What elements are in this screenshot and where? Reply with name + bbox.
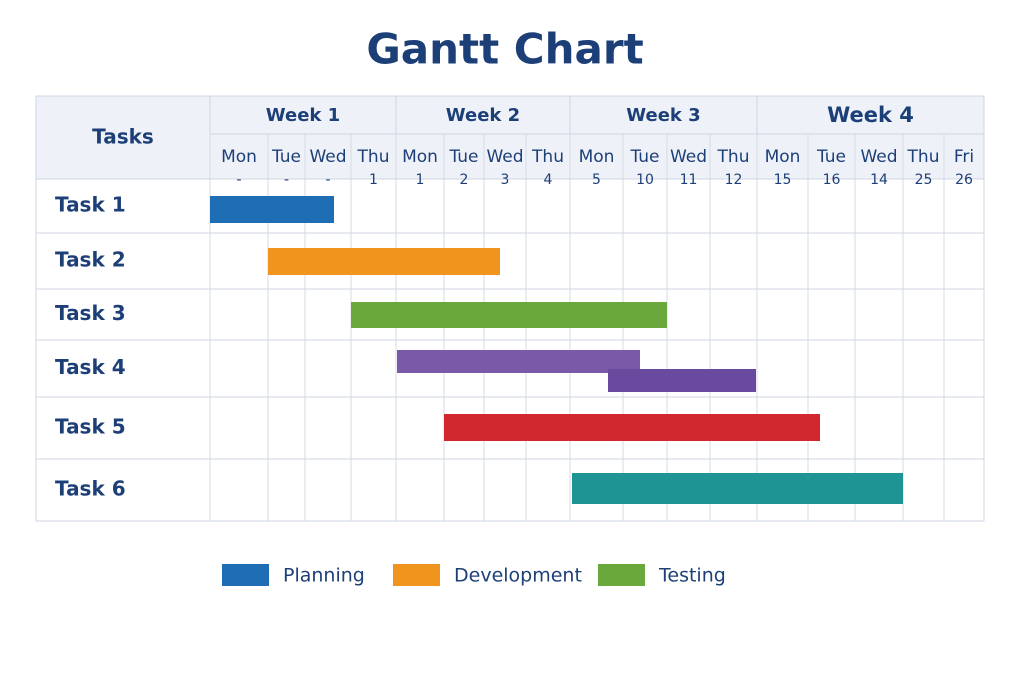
day-label: Mon — [221, 147, 257, 167]
date-label: - — [284, 172, 289, 188]
legend-swatch — [393, 564, 440, 586]
legend-label: Testing — [658, 565, 726, 587]
task-label: Task 6 — [55, 477, 126, 501]
day-label: Wed — [309, 147, 346, 167]
date-label: 2 — [460, 172, 469, 188]
day-label: Wed — [860, 147, 897, 167]
task-label: Task 2 — [55, 248, 126, 272]
date-label: 1 — [369, 172, 378, 188]
date-label: 1 — [416, 172, 425, 188]
task-bar — [268, 248, 500, 275]
legend-label: Development — [454, 565, 582, 587]
week-label: Week 4 — [827, 103, 914, 127]
date-label: - — [325, 172, 330, 188]
day-label: Wed — [486, 147, 523, 167]
date-label: 26 — [955, 172, 973, 188]
task-bar — [572, 473, 903, 504]
day-label: Fri — [954, 147, 974, 167]
day-label: Tue — [816, 147, 846, 167]
task-label: Task 3 — [55, 301, 126, 325]
day-label: Tue — [629, 147, 659, 167]
day-label: Mon — [579, 147, 615, 167]
week-label: Week 2 — [446, 105, 520, 126]
day-label: Mon — [765, 147, 801, 167]
day-label: Thu — [717, 147, 750, 167]
bars — [210, 196, 903, 504]
date-label: 5 — [592, 172, 601, 188]
day-label: Tue — [448, 147, 478, 167]
day-label: Thu — [357, 147, 390, 167]
task-bar — [444, 414, 820, 441]
task-label: Task 4 — [55, 355, 126, 379]
task-cells-bg — [36, 179, 210, 521]
legend-swatch — [598, 564, 645, 586]
date-label: 16 — [823, 172, 841, 188]
legend-label: Planning — [283, 565, 365, 587]
date-label: - — [236, 172, 241, 188]
day-label: Tue — [271, 147, 301, 167]
date-label: 10 — [636, 172, 654, 188]
day-label: Thu — [907, 147, 940, 167]
task-bar — [210, 196, 334, 223]
date-label: 14 — [870, 172, 888, 188]
task-label: Task 5 — [55, 415, 126, 439]
legend: Planning Development Testing — [222, 564, 726, 587]
tasks-header: Tasks — [92, 125, 154, 149]
date-label: 11 — [680, 172, 698, 188]
date-label: 4 — [544, 172, 553, 188]
task-bar — [351, 302, 667, 328]
date-label: 3 — [501, 172, 510, 188]
legend-swatch — [222, 564, 269, 586]
week-label: Week 1 — [266, 105, 340, 126]
day-label: Thu — [531, 147, 564, 167]
task-label: Task 1 — [55, 193, 126, 217]
date-label: 15 — [774, 172, 792, 188]
date-label: 12 — [725, 172, 743, 188]
day-label: Mon — [402, 147, 438, 167]
week-label: Week 3 — [626, 105, 700, 126]
task-bar — [397, 350, 640, 373]
date-label: 25 — [915, 172, 933, 188]
task-bar — [608, 369, 756, 392]
day-label: Wed — [670, 147, 707, 167]
title: Gantt Chart — [366, 25, 643, 74]
